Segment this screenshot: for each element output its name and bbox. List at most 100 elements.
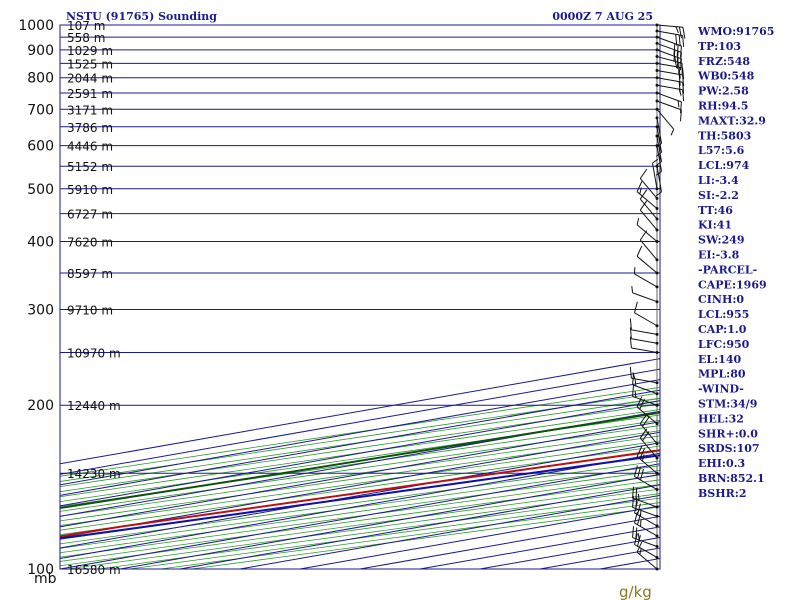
wind-barb-base <box>655 403 659 407</box>
index-line: EHI:0.3 <box>698 457 745 470</box>
wind-barb-base <box>655 48 659 52</box>
wind-barb-staff <box>656 77 683 83</box>
index-line: WB0:548 <box>697 70 755 83</box>
isotherm-line <box>60 463 660 569</box>
wind-barb-base <box>655 41 659 45</box>
wind-barb <box>629 366 659 385</box>
wind-barb-staff <box>631 338 658 344</box>
wind-barb-staff <box>634 512 658 527</box>
isotherm-line <box>60 410 660 517</box>
wind-barb-staff <box>639 198 658 220</box>
wind-barb-staff <box>639 423 658 444</box>
isobars <box>60 25 660 569</box>
height-label: 2591 m <box>67 87 113 101</box>
wind-barb-feather <box>632 373 635 385</box>
wind-barb-feather <box>641 454 645 462</box>
wind-barb-feather <box>629 327 632 339</box>
wind-barb-feather <box>678 88 682 96</box>
wind-barb-staff <box>656 166 663 192</box>
wind-barb-feather <box>655 191 662 197</box>
pressure-axis-labels: 1000 900 800 700 600 500 400 300 200 100 <box>18 18 54 578</box>
wind-barb-feather <box>639 414 648 425</box>
wind-barb-base <box>655 228 659 232</box>
index-line: -PARCEL- <box>698 263 757 276</box>
wind-barb-staff <box>632 395 658 406</box>
height-label: 12440 m <box>67 399 121 413</box>
wind-barb-base <box>655 488 659 492</box>
wind-barb-feather <box>682 89 685 102</box>
index-line: MPL:80 <box>698 368 746 381</box>
wind-barb <box>633 533 659 559</box>
wind-barb-feather <box>635 487 638 500</box>
wind-barb-staff <box>634 544 658 558</box>
wind-barb-feather <box>636 541 643 553</box>
wind-barb-base <box>655 83 659 87</box>
isotherm-line <box>60 421 660 528</box>
wind-barb-base <box>655 555 659 559</box>
index-line: L57:5.6 <box>698 144 745 157</box>
wind-barb-feather <box>642 431 650 442</box>
wind-barb <box>633 267 659 289</box>
wind-barb-feather <box>682 82 685 94</box>
wind-barb-feather <box>670 128 675 136</box>
wind-barb-feather <box>637 513 641 525</box>
wind-barb <box>633 465 659 492</box>
wind-barb-feather <box>634 390 637 398</box>
parcel-trace <box>60 454 660 540</box>
wind-barb <box>639 168 659 200</box>
wind-barb-base <box>655 23 659 27</box>
wind-barb <box>639 428 659 460</box>
wind-barb-feather <box>637 503 641 515</box>
wind-barb-feather <box>637 535 641 547</box>
wind-barb-feather <box>682 35 685 47</box>
wind-barb-feather <box>632 486 635 499</box>
wind-barb-staff <box>656 24 683 28</box>
wind-barb-feather <box>632 495 635 508</box>
height-label: 3786 m <box>67 121 113 135</box>
wind-barb-staff <box>631 377 658 384</box>
wind-barb-base <box>655 29 659 33</box>
wind-barb-feather <box>639 428 648 439</box>
height-label: 7620 m <box>67 235 113 249</box>
wind-barb-staff <box>656 117 663 144</box>
wind-barb-feather <box>678 67 681 79</box>
height-label: 8597 m <box>67 267 113 281</box>
wind-barb-base <box>655 164 659 168</box>
index-line: SRDS:107 <box>698 442 760 455</box>
wind-barb-staff <box>656 69 683 76</box>
wind-barb-staff <box>639 437 658 459</box>
wind-barb-feather <box>632 384 635 397</box>
pressure-tick-label: 300 <box>27 302 54 318</box>
wind-barb-staff <box>634 273 658 288</box>
wind-barb <box>639 189 659 221</box>
wind-barb-base <box>655 61 659 65</box>
wind-barb <box>655 144 663 176</box>
pressure-tick-label: 700 <box>27 102 54 118</box>
wind-barb-base <box>655 107 659 111</box>
wind-barb-feather <box>678 26 682 39</box>
index-line: CAP:1.0 <box>698 323 747 336</box>
isotherm-line <box>60 379 660 486</box>
wind-barb-feather <box>682 67 685 80</box>
index-line: FRZ:548 <box>698 55 750 68</box>
wind-barb-base <box>655 125 659 129</box>
wind-barb-feather <box>633 301 638 313</box>
wind-barb-staff <box>656 92 682 103</box>
wind-barb-staff <box>636 255 658 274</box>
isotherm-line <box>60 400 660 507</box>
wind-barb-staff <box>651 163 658 189</box>
mixing-ratio-unit-label: g/kg <box>619 583 652 600</box>
wind-barb-base <box>655 239 659 243</box>
wind-barbs <box>629 23 686 571</box>
index-line: -WIND- <box>698 383 744 396</box>
pressure-tick-label: 500 <box>27 182 54 198</box>
wind-barb-base <box>655 76 659 80</box>
wind-barb-feather <box>639 187 642 195</box>
wind-barb <box>655 23 686 39</box>
wind-barb-staff <box>634 522 658 537</box>
wind-barb-base <box>655 456 659 460</box>
wind-barb-base <box>655 341 659 345</box>
pressure-unit-label: mb <box>34 571 57 587</box>
wind-barb-staff <box>631 329 658 335</box>
